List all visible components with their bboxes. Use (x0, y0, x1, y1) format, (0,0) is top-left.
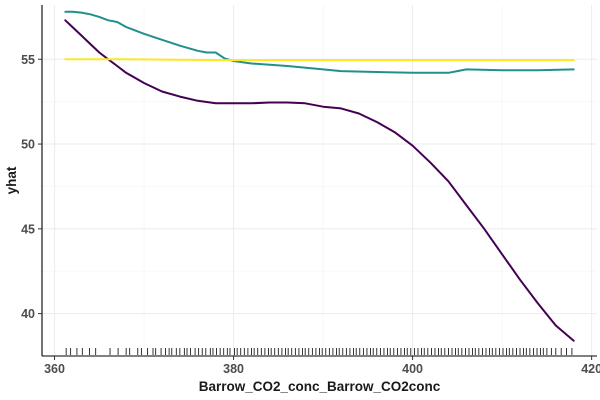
x-tick-label: 380 (223, 362, 244, 376)
y-tick-label: 55 (21, 53, 35, 67)
series-layer (64, 10, 575, 342)
axes (38, 5, 597, 360)
x-tick-label: 360 (44, 362, 65, 376)
series-line-3 (64, 58, 575, 62)
y-axis-label: yhat (4, 166, 19, 194)
y-tick-label: 45 (21, 222, 35, 236)
grid (42, 5, 597, 356)
rug-plot (65, 348, 573, 355)
y-tick-label: 40 (21, 307, 35, 321)
y-tick-label: 50 (21, 138, 35, 152)
x-axis-label: Barrow_CO2_conc_Barrow_CO2conc (199, 379, 441, 394)
series-line-2 (64, 10, 575, 74)
series-line-1 (64, 19, 575, 342)
x-tick-label: 400 (402, 362, 423, 376)
tick-labels: 360 380 400 420 40 45 50 55 (21, 53, 600, 376)
x-tick-label: 420 (581, 362, 600, 376)
